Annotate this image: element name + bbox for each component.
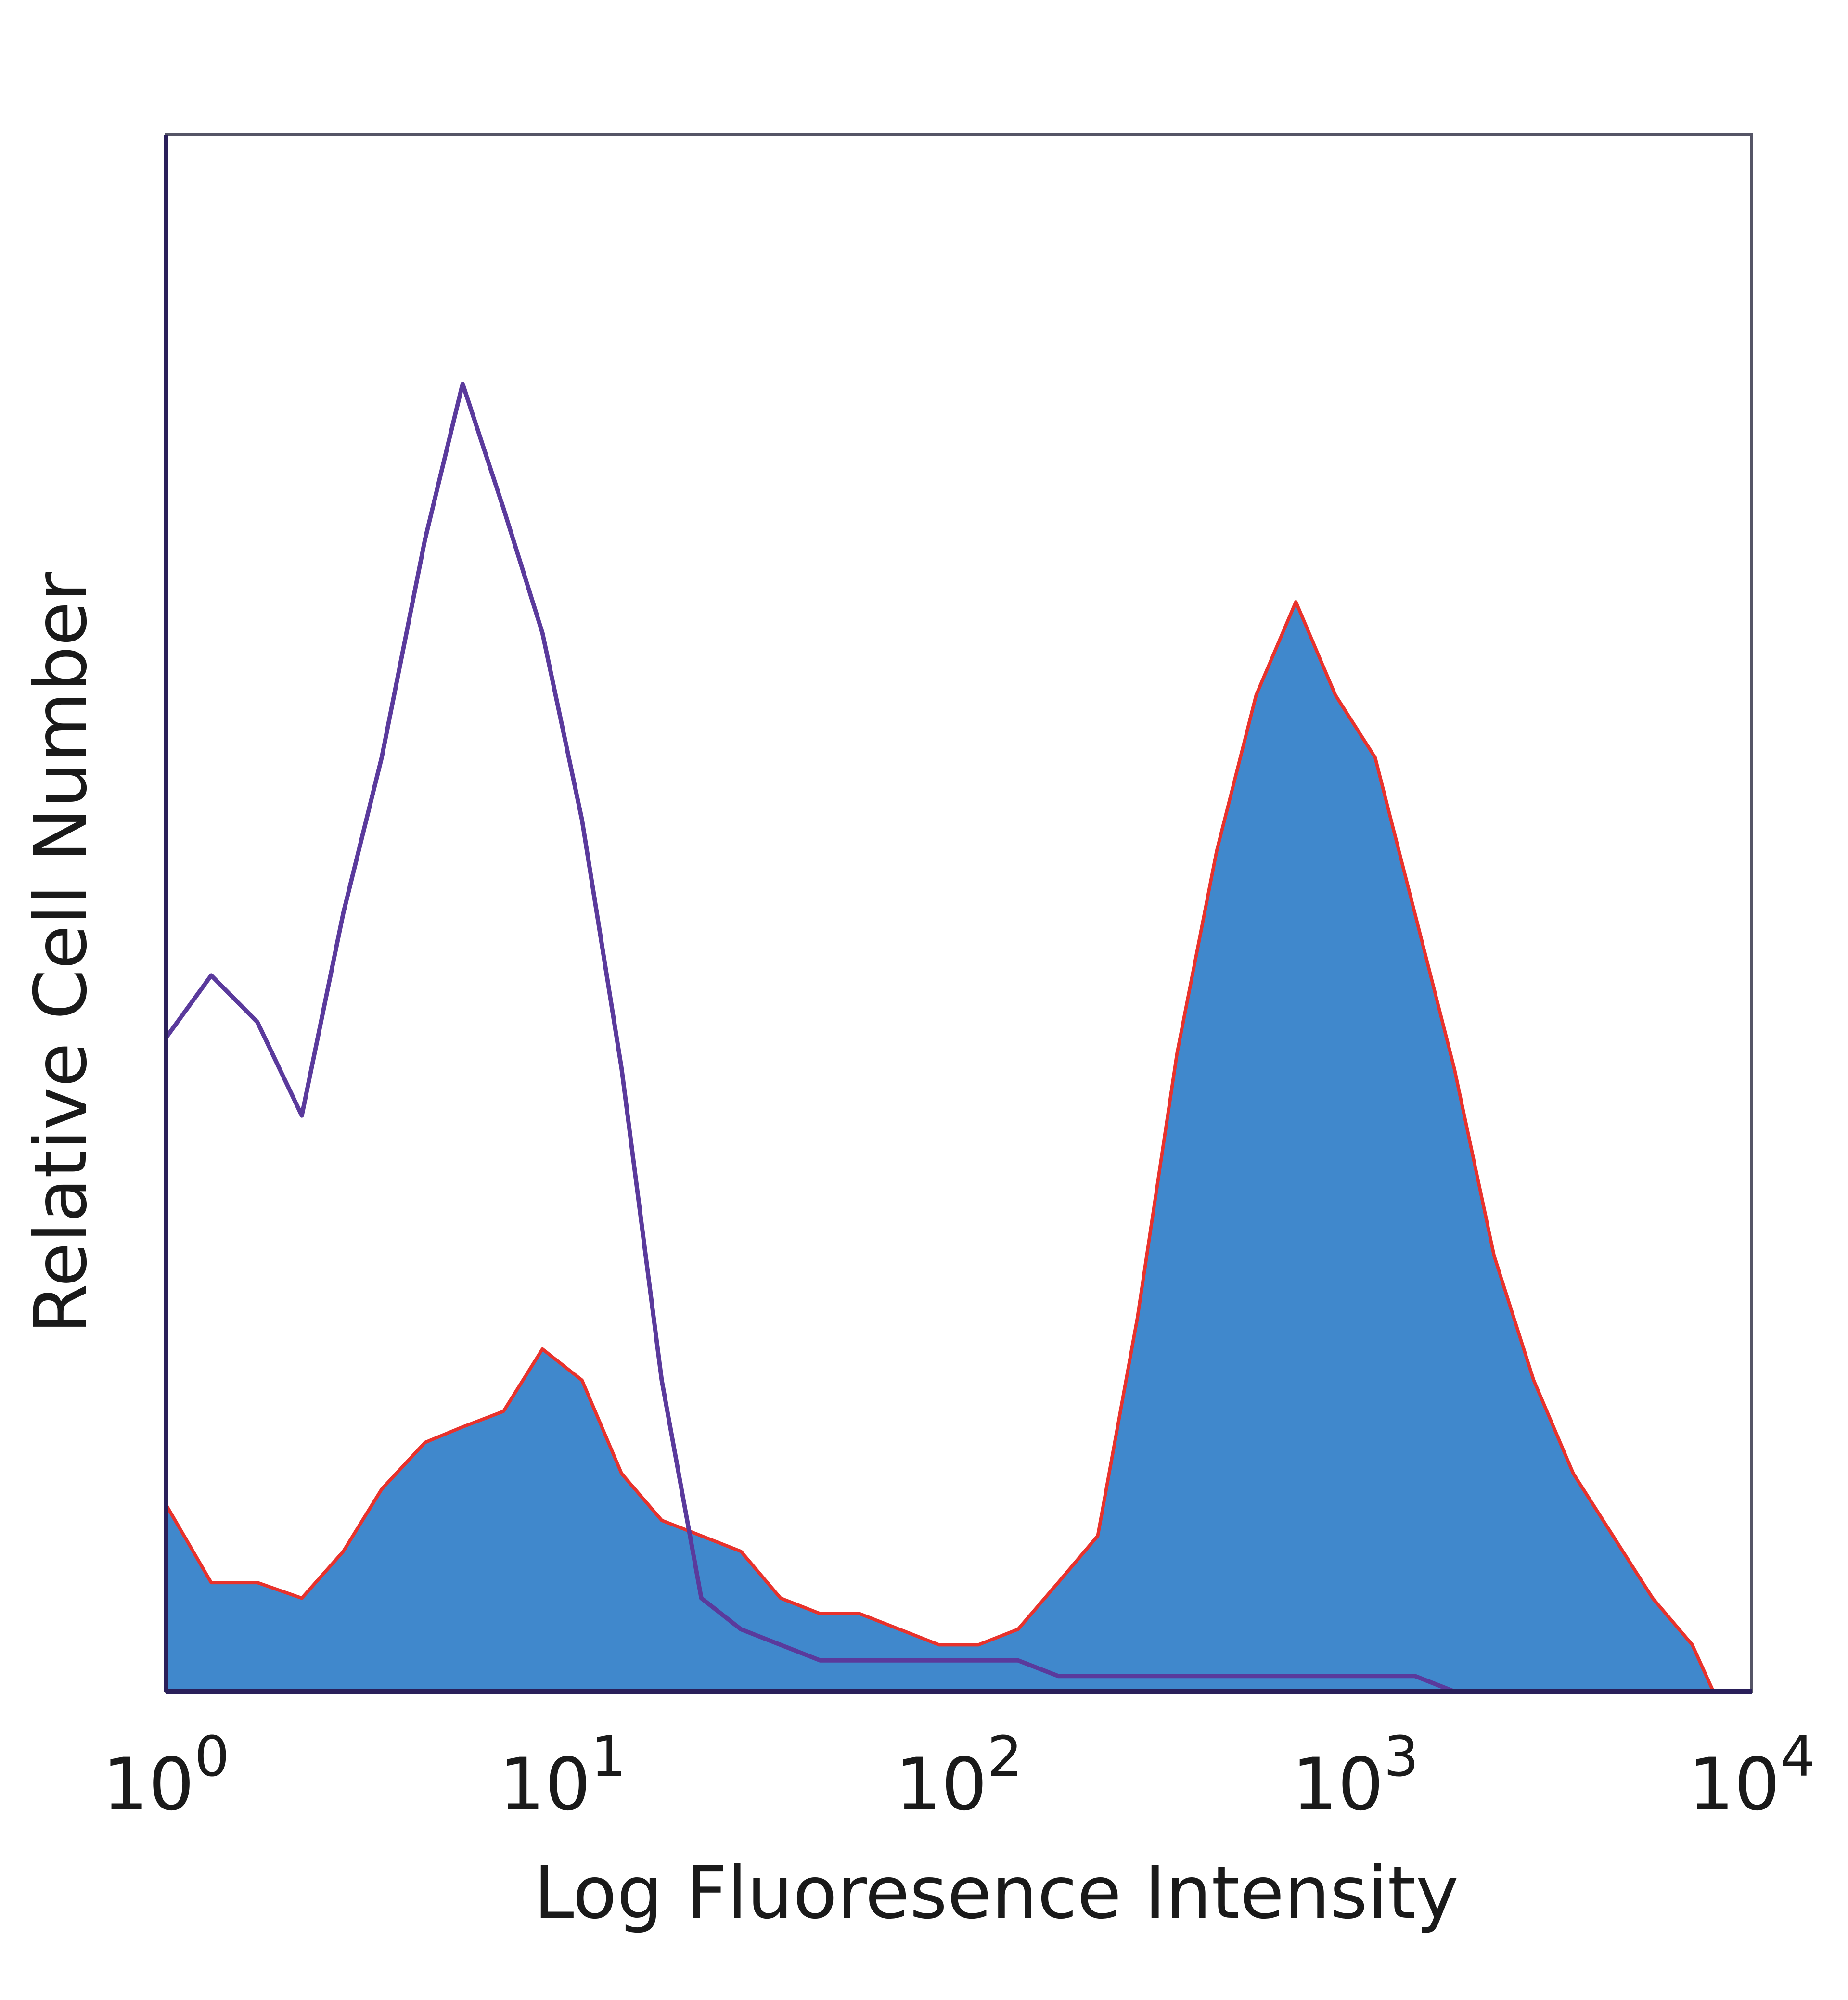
x-tick-labels: 100 101 102 103 104: [103, 1725, 1815, 1827]
x-tick-label-3: 103: [1292, 1725, 1419, 1827]
stained-histogram-edge: [164, 600, 1715, 1692]
x-tick-label-2: 102: [895, 1725, 1022, 1827]
x-axis-label: Log Fluoresence Intensity: [534, 1851, 1459, 1935]
x-tick-label-1: 101: [499, 1725, 626, 1827]
series-layer: [164, 382, 1715, 1694]
stained-histogram-area: [166, 602, 1714, 1692]
y-axis-label: Relative Cell Number: [19, 572, 103, 1334]
control-histogram-line: [164, 382, 1455, 1694]
x-tick-label-4: 104: [1688, 1725, 1815, 1827]
x-tick-label-0: 100: [103, 1725, 230, 1827]
